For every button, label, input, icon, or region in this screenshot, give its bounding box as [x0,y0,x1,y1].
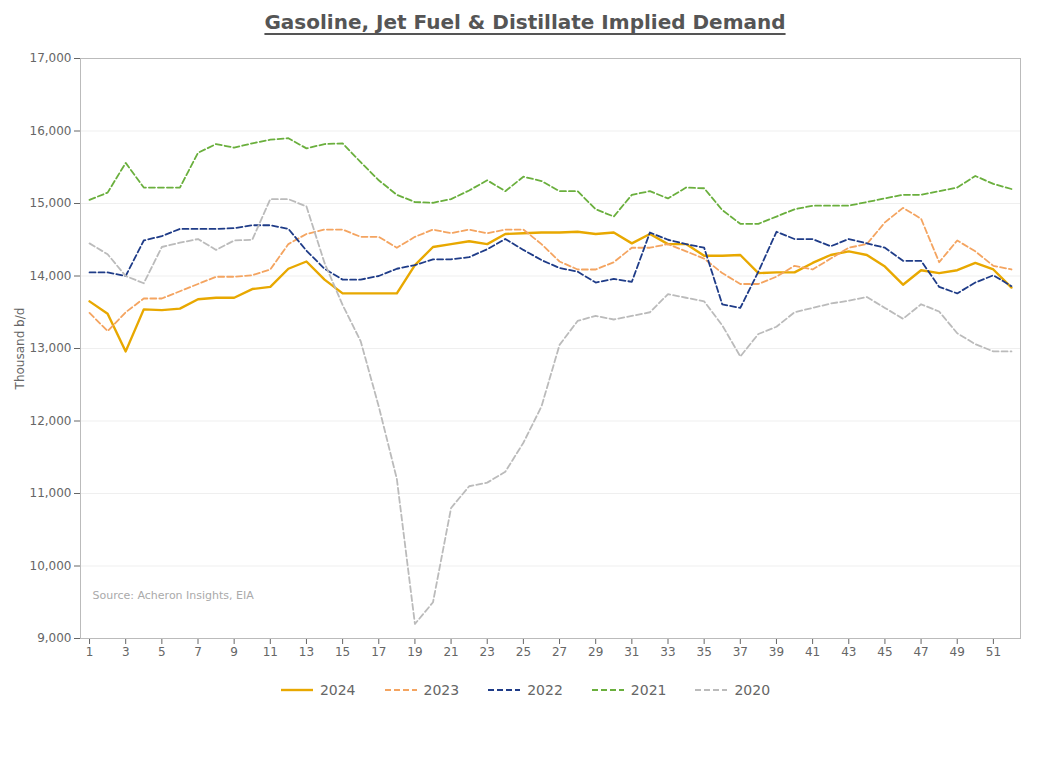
svg-text:23: 23 [480,645,495,659]
svg-text:9: 9 [230,645,238,659]
svg-text:Thousand b/d: Thousand b/d [13,308,27,391]
svg-text:16,000: 16,000 [30,124,72,138]
svg-text:41: 41 [805,645,820,659]
svg-text:1: 1 [86,645,94,659]
svg-text:25: 25 [516,645,531,659]
svg-text:45: 45 [877,645,892,659]
svg-text:27: 27 [552,645,567,659]
svg-text:19: 19 [407,645,422,659]
svg-text:43: 43 [841,645,856,659]
svg-text:Source: Acheron Insights, EIA: Source: Acheron Insights, EIA [93,589,255,602]
svg-text:13,000: 13,000 [30,341,72,355]
svg-text:33: 33 [660,645,675,659]
svg-text:3: 3 [122,645,130,659]
svg-text:9,000: 9,000 [37,631,71,645]
svg-text:51: 51 [986,645,1001,659]
svg-text:7: 7 [194,645,202,659]
html-text:2022: 2022 [527,682,563,698]
svg-text:14,000: 14,000 [30,269,72,283]
svg-text:31: 31 [624,645,639,659]
svg-text:39: 39 [769,645,784,659]
html-text:2021: 2021 [630,682,667,698]
svg-text:13: 13 [299,645,314,659]
svg-text:15: 15 [335,645,350,659]
svg-text:5: 5 [158,645,166,659]
svg-text:21: 21 [443,645,458,659]
svg-text:35: 35 [697,645,712,659]
svg-text:47: 47 [913,645,928,659]
svg-text:12,000: 12,000 [30,414,72,428]
svg-text:15,000: 15,000 [30,196,72,210]
html-text:2023: 2023 [423,682,460,698]
svg-text:29: 29 [588,645,603,659]
svg-text:37: 37 [733,645,748,659]
html-text:Gasoline, Jet Fuel & Distillat: Gasoline, Jet Fuel & Distillate Implied … [264,10,786,34]
html-text:2024: 2024 [319,682,356,698]
html-text:2020: 2020 [734,682,771,698]
svg-text:10,000: 10,000 [30,559,72,573]
svg-text:11,000: 11,000 [30,486,72,500]
svg-text:11: 11 [263,645,278,659]
svg-text:17,000: 17,000 [30,51,72,65]
svg-text:17: 17 [371,645,386,659]
svg-text:49: 49 [950,645,965,659]
